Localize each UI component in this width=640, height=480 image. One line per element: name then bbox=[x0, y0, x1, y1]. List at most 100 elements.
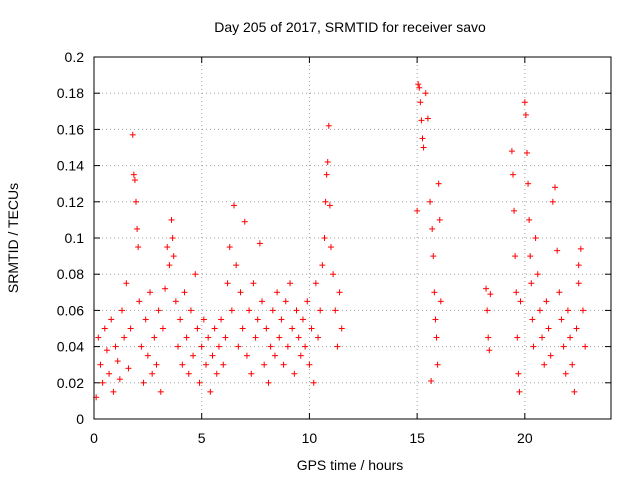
data-point bbox=[418, 117, 425, 124]
data-point bbox=[430, 253, 437, 260]
data-point bbox=[287, 280, 294, 287]
y-tick-label: 0.16 bbox=[57, 121, 84, 137]
data-point bbox=[179, 361, 186, 368]
data-point bbox=[121, 334, 128, 341]
x-tick-label: 5 bbox=[198, 430, 206, 446]
data-point bbox=[97, 361, 104, 368]
y-tick-label: 0.08 bbox=[57, 266, 84, 282]
data-point bbox=[289, 325, 296, 332]
data-point bbox=[218, 316, 225, 323]
data-point bbox=[142, 316, 149, 323]
data-point bbox=[338, 325, 345, 332]
data-point bbox=[190, 352, 197, 359]
y-tick-label: 0.04 bbox=[57, 339, 84, 355]
data-point bbox=[512, 253, 519, 260]
data-point bbox=[325, 122, 332, 129]
data-point bbox=[486, 347, 493, 354]
data-point bbox=[267, 343, 274, 350]
data-point bbox=[420, 144, 427, 151]
data-point bbox=[207, 388, 214, 395]
data-point bbox=[317, 307, 324, 314]
data-point bbox=[192, 271, 199, 278]
data-point bbox=[310, 379, 317, 386]
data-point bbox=[248, 370, 255, 377]
data-point bbox=[297, 352, 304, 359]
data-point bbox=[276, 334, 283, 341]
data-point bbox=[172, 298, 179, 305]
data-point bbox=[428, 377, 435, 384]
data-point bbox=[293, 307, 300, 314]
data-point bbox=[539, 334, 546, 341]
data-point bbox=[422, 90, 429, 97]
data-point bbox=[164, 244, 171, 251]
data-point bbox=[427, 198, 434, 205]
data-point bbox=[312, 280, 319, 287]
data-point bbox=[235, 343, 242, 350]
data-point bbox=[336, 289, 343, 296]
data-point bbox=[231, 202, 238, 209]
y-tick-label: 0.02 bbox=[57, 375, 84, 391]
data-point bbox=[95, 334, 102, 341]
data-point bbox=[564, 307, 571, 314]
x-tick-label: 15 bbox=[409, 430, 425, 446]
data-point bbox=[485, 334, 492, 341]
data-point bbox=[575, 280, 582, 287]
data-point bbox=[220, 361, 227, 368]
data-point bbox=[547, 352, 554, 359]
data-point bbox=[162, 285, 169, 292]
tick-labels: 0 5 10 15 20 0 0.02 0.04 0.06 0.08 0.1 0.12 0.14 0.16… bbox=[57, 49, 533, 446]
data-point bbox=[306, 361, 313, 368]
data-point bbox=[222, 334, 229, 341]
data-point bbox=[166, 262, 173, 269]
data-point bbox=[246, 307, 253, 314]
data-point bbox=[513, 289, 520, 296]
data-point bbox=[169, 235, 176, 241]
data-point bbox=[243, 352, 250, 359]
data-point bbox=[134, 225, 141, 232]
data-point bbox=[556, 289, 563, 296]
data-point bbox=[334, 343, 341, 350]
data-point bbox=[149, 370, 156, 377]
y-tick-label: 0.2 bbox=[65, 49, 85, 65]
x-tick-label: 20 bbox=[517, 430, 533, 446]
data-point bbox=[433, 334, 440, 341]
data-point bbox=[274, 289, 281, 296]
data-point bbox=[116, 376, 123, 383]
data-point bbox=[560, 343, 567, 350]
y-tick-label: 0.12 bbox=[57, 194, 84, 210]
data-point bbox=[516, 388, 523, 395]
data-point bbox=[321, 235, 328, 241]
data-point bbox=[198, 343, 205, 350]
data-point bbox=[108, 316, 115, 323]
data-point bbox=[515, 370, 522, 377]
data-point bbox=[326, 202, 333, 209]
data-point bbox=[295, 334, 302, 341]
data-point bbox=[530, 343, 537, 350]
data-point bbox=[330, 271, 337, 278]
data-point bbox=[436, 216, 443, 223]
data-point bbox=[579, 307, 586, 314]
data-point bbox=[554, 247, 561, 254]
data-point bbox=[327, 244, 334, 251]
data-point bbox=[549, 198, 556, 205]
data-point bbox=[200, 316, 207, 323]
data-point bbox=[259, 298, 266, 305]
data-point bbox=[127, 325, 134, 332]
grid bbox=[94, 57, 611, 419]
data-point bbox=[237, 289, 244, 296]
data-point bbox=[185, 370, 192, 377]
data-point bbox=[532, 235, 539, 241]
data-point bbox=[211, 325, 218, 332]
data-point bbox=[299, 316, 306, 323]
data-point bbox=[417, 99, 424, 106]
data-point bbox=[213, 370, 220, 377]
data-point bbox=[558, 316, 565, 323]
data-point bbox=[187, 307, 194, 314]
y-tick-label: 0.18 bbox=[57, 85, 84, 101]
data-point bbox=[432, 316, 439, 323]
data-point bbox=[514, 334, 521, 341]
data-point bbox=[157, 388, 164, 395]
data-point bbox=[256, 240, 263, 247]
data-point bbox=[263, 325, 270, 332]
data-point bbox=[282, 298, 289, 305]
